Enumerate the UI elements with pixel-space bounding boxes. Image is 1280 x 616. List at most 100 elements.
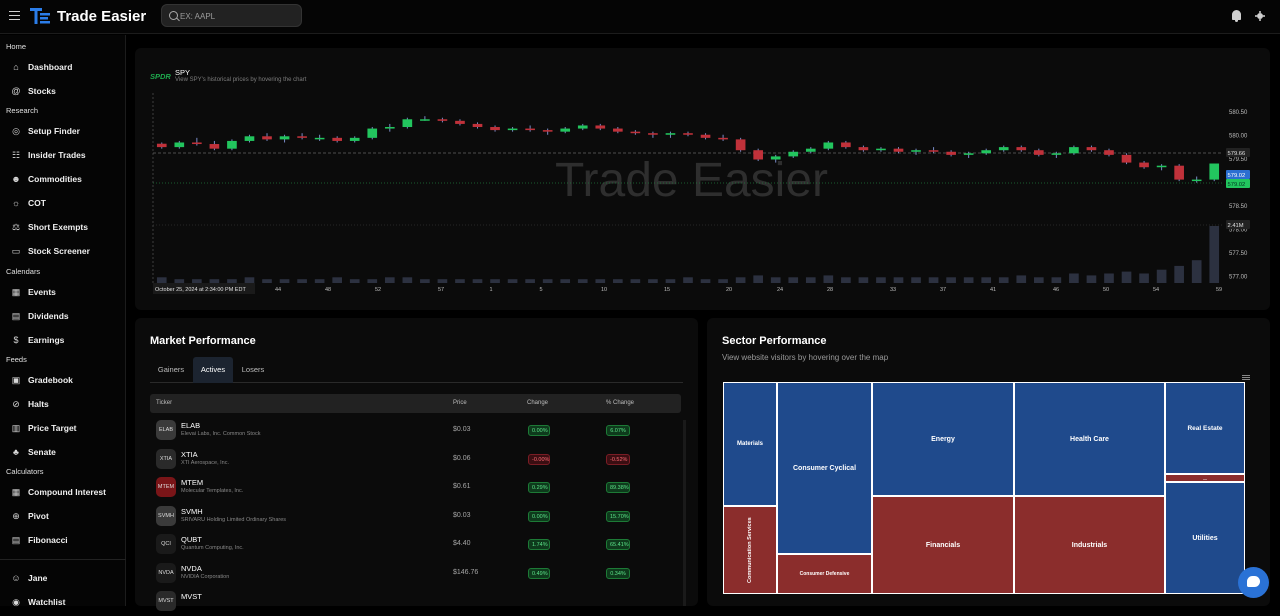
col-pct-change[interactable]: % Change bbox=[606, 400, 635, 406]
volume-bar bbox=[613, 279, 623, 283]
sidebar-item-earnings[interactable]: $ Earnings bbox=[0, 330, 126, 350]
candle-body bbox=[227, 140, 237, 149]
tile-real-estate[interactable]: Real Estate bbox=[1165, 382, 1245, 474]
volume-bar bbox=[192, 279, 202, 283]
table-row[interactable]: NVDA NVDA NVIDIA Corporation $146.76 0.49% 0.… bbox=[150, 560, 681, 588]
timestamp-bg bbox=[153, 283, 255, 294]
volume-bar bbox=[577, 279, 588, 283]
tile-energy[interactable]: Energy bbox=[872, 382, 1014, 496]
trade-easier-logo-icon bbox=[30, 8, 50, 24]
candle-body bbox=[981, 150, 992, 154]
table-row[interactable]: MTEM MTEM Molecular Templates, Inc. $0.61 0.… bbox=[150, 474, 681, 502]
pct-change-badge: 89.38% bbox=[606, 482, 630, 493]
candle-body bbox=[174, 142, 185, 148]
tile-utilities[interactable]: Utilities bbox=[1165, 482, 1245, 594]
ticker-symbol[interactable]: NVDA bbox=[181, 563, 202, 573]
candle-body bbox=[1121, 154, 1132, 163]
sector-performance-subtitle: View website visitors by hovering over t… bbox=[722, 353, 889, 362]
candlestick-chart[interactable]: Trade Easier 580.50580.00579.50579.00578… bbox=[135, 48, 1270, 310]
volume-bar bbox=[332, 277, 343, 283]
candle-body bbox=[1033, 150, 1044, 155]
ticker-symbol[interactable]: QUBT bbox=[181, 535, 202, 544]
sidebar-item-fibonacci[interactable]: ▤ Fibonacci bbox=[11, 535, 68, 545]
ticker-symbol[interactable]: ELAB bbox=[181, 421, 201, 430]
theme-toggle-sun-icon[interactable] bbox=[1257, 13, 1263, 19]
ticker-symbol[interactable]: MTEM bbox=[181, 478, 204, 487]
col-ticker[interactable]: Ticker bbox=[156, 400, 173, 406]
table-scrollbar[interactable] bbox=[683, 420, 686, 606]
volume-bar bbox=[753, 275, 763, 283]
tab-losers[interactable]: Losers bbox=[241, 365, 265, 374]
tile-health-care[interactable]: Health Care bbox=[1014, 382, 1165, 496]
app-title[interactable]: Trade Easier bbox=[57, 8, 147, 25]
table-row[interactable]: QCI QUBT Quantum Computing, Inc. $4.40 1.74%… bbox=[150, 531, 681, 559]
sidebar-item-stock-screener[interactable]: ▭ Stock Screener bbox=[11, 246, 90, 256]
sidebar-item-setup-finder[interactable]: ◎ Setup Finder bbox=[12, 126, 80, 136]
time-tick-label: 46 bbox=[1053, 287, 1059, 293]
search-box[interactable] bbox=[161, 4, 302, 27]
candle-body bbox=[911, 150, 921, 152]
market-performance-panel: Market Performance Gainers Actives Loser… bbox=[135, 318, 698, 611]
volume-bar bbox=[420, 279, 430, 283]
sidebar-item-dividends[interactable]: ▤ Dividends bbox=[11, 311, 69, 321]
volume-bar bbox=[876, 277, 886, 283]
sidebar-item-senate[interactable]: ♣ Senate bbox=[0, 442, 126, 462]
sidebar-item-watchlist[interactable]: ◉ Watchlist bbox=[12, 597, 66, 607]
chart-menu-icon[interactable] bbox=[1242, 375, 1250, 380]
sector-treemap[interactable]: Materials Communication Services Consume… bbox=[723, 382, 1245, 594]
chart-timestamp: October 25, 2024 at 2:34:00 PM EDT bbox=[155, 287, 246, 293]
sidebar-item-price-target[interactable]: ▥ Price Target bbox=[11, 423, 77, 433]
volume-bar bbox=[630, 279, 641, 283]
tile-industrials[interactable]: Industrials bbox=[1014, 496, 1165, 594]
candle-body bbox=[297, 136, 307, 138]
notification-bell-icon[interactable] bbox=[1232, 10, 1241, 22]
tab-actives[interactable]: Actives bbox=[193, 357, 233, 383]
volume-bar bbox=[472, 279, 483, 283]
sidebar-item-cot[interactable]: ☼ COT bbox=[11, 198, 46, 208]
sidebar-item-dashboard[interactable]: ⌂ Dashboard bbox=[0, 57, 126, 77]
tile-technology[interactable]: — bbox=[1165, 474, 1245, 482]
tile-communication-services[interactable]: Communication Services bbox=[723, 506, 777, 594]
price-value: $0.61 bbox=[453, 483, 471, 490]
chat-widget-icon[interactable] bbox=[1238, 567, 1269, 598]
fibonacci-icon: ▤ bbox=[11, 535, 21, 545]
tile-consumer-defensive[interactable]: Consumer Defensive bbox=[777, 554, 872, 594]
volume-bar bbox=[735, 277, 746, 283]
sector-performance-title: Sector Performance bbox=[722, 335, 827, 347]
candle-body bbox=[928, 150, 939, 152]
sidebar-item-stocks[interactable]: @ Stocks bbox=[11, 86, 56, 96]
tile-financials[interactable]: Financials bbox=[872, 496, 1014, 594]
search-input[interactable] bbox=[180, 8, 298, 24]
sidebar-item-short-exempts[interactable]: ⚖ Short Exempts bbox=[11, 222, 88, 232]
ticker-symbol[interactable]: SVMH bbox=[181, 506, 203, 516]
sidebar-item-gradebook[interactable]: ▣ Gradebook bbox=[11, 375, 73, 385]
sidebar-item-events[interactable]: ▦ Events bbox=[11, 287, 56, 297]
ticker-symbol[interactable]: XTIA bbox=[181, 449, 198, 459]
table-row[interactable]: SVMH SVMH SRIVARU Holding Limited Ordinary… bbox=[150, 503, 681, 531]
volume-bar bbox=[805, 277, 816, 283]
price-value: $146.76 bbox=[453, 568, 479, 576]
sidebar-item-commodities[interactable]: ☻ Commodities bbox=[11, 174, 82, 184]
table-row[interactable]: XTIA XTIA XTI Aerospace, Inc. $0.06 -0.00% -0… bbox=[150, 446, 681, 474]
sidebar-item-insider-trades[interactable]: ☷ Insider Trades bbox=[11, 150, 86, 160]
volume-bar bbox=[700, 279, 711, 283]
sidebar-item-halts[interactable]: ⊘ Halts bbox=[12, 399, 49, 409]
table-row[interactable]: ELAB ELAB Elevai Labs, Inc. Common Stock $0… bbox=[150, 417, 681, 445]
tile-materials[interactable]: Materials bbox=[723, 382, 777, 506]
tab-gainers[interactable]: Gainers bbox=[157, 365, 185, 374]
table-row[interactable]: MVST MVST bbox=[150, 588, 681, 616]
col-change[interactable]: Change bbox=[527, 400, 549, 406]
at-icon: @ bbox=[11, 86, 21, 96]
col-price[interactable]: Price bbox=[453, 400, 467, 406]
candle-body bbox=[1174, 165, 1184, 180]
volume-bar bbox=[1209, 226, 1220, 283]
sidebar-item-compound-interest[interactable]: ▦ Compound Interest bbox=[11, 487, 106, 497]
sidebar-section-calendars: Calendars bbox=[6, 267, 41, 276]
sidebar-item-pivot[interactable]: ⊕ Pivot bbox=[12, 511, 49, 521]
sidebar-item-jane[interactable]: ☺ Jane bbox=[11, 573, 48, 583]
ticker-symbol[interactable]: MVST bbox=[181, 592, 202, 601]
last-price-marker-bg bbox=[1226, 170, 1250, 179]
hamburger-menu-icon[interactable] bbox=[9, 11, 20, 20]
volume-bar bbox=[402, 277, 413, 283]
tile-consumer-cyclical[interactable]: Consumer Cyclical bbox=[777, 382, 872, 554]
